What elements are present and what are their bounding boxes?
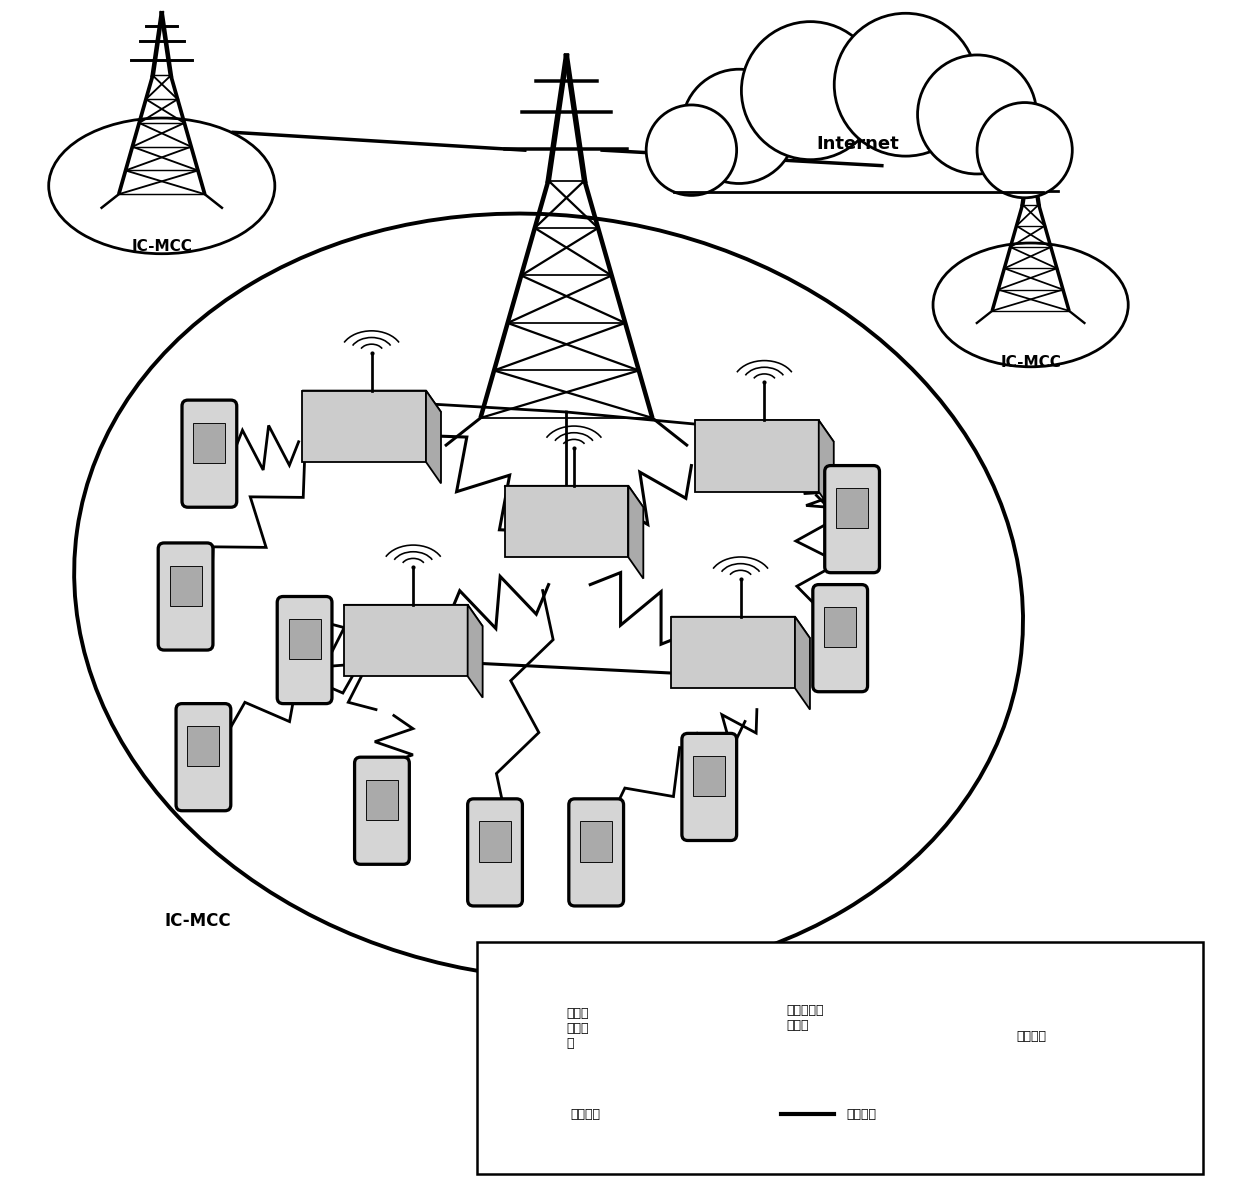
FancyBboxPatch shape: [366, 780, 398, 820]
Polygon shape: [671, 617, 810, 638]
Circle shape: [682, 69, 796, 184]
Polygon shape: [343, 605, 467, 676]
FancyBboxPatch shape: [580, 822, 613, 861]
FancyBboxPatch shape: [170, 565, 202, 606]
FancyBboxPatch shape: [193, 422, 226, 463]
FancyBboxPatch shape: [176, 704, 231, 811]
Polygon shape: [818, 420, 833, 513]
Text: 移动用户: 移动用户: [1017, 1031, 1047, 1044]
FancyBboxPatch shape: [682, 734, 737, 841]
Circle shape: [742, 21, 879, 160]
Text: IC-MCC: IC-MCC: [164, 911, 231, 929]
Polygon shape: [785, 994, 796, 1064]
FancyBboxPatch shape: [477, 941, 1203, 1174]
Polygon shape: [629, 486, 644, 579]
FancyBboxPatch shape: [825, 607, 857, 648]
Polygon shape: [505, 486, 644, 507]
FancyBboxPatch shape: [812, 585, 868, 692]
FancyBboxPatch shape: [479, 822, 511, 861]
FancyBboxPatch shape: [976, 1018, 1002, 1050]
Polygon shape: [303, 390, 427, 462]
Circle shape: [835, 13, 977, 156]
FancyBboxPatch shape: [159, 543, 213, 650]
FancyBboxPatch shape: [966, 999, 1012, 1087]
FancyBboxPatch shape: [187, 727, 219, 766]
Text: Internet: Internet: [817, 135, 899, 153]
FancyBboxPatch shape: [836, 488, 868, 528]
Polygon shape: [303, 390, 441, 412]
FancyBboxPatch shape: [278, 596, 332, 704]
Circle shape: [977, 103, 1073, 198]
FancyBboxPatch shape: [289, 619, 321, 660]
Polygon shape: [694, 420, 833, 441]
Text: IC-MCC: IC-MCC: [1001, 354, 1061, 370]
Text: 认知无线电
路由器: 认知无线电 路由器: [786, 1003, 825, 1032]
Polygon shape: [795, 617, 810, 710]
Polygon shape: [693, 994, 796, 1010]
Text: 无线链路: 无线链路: [570, 1108, 600, 1120]
Polygon shape: [671, 617, 795, 688]
Circle shape: [646, 105, 737, 196]
Polygon shape: [427, 390, 441, 483]
FancyBboxPatch shape: [825, 465, 879, 573]
FancyBboxPatch shape: [467, 799, 522, 905]
FancyBboxPatch shape: [182, 400, 237, 507]
Text: 有线链路: 有线链路: [846, 1108, 877, 1120]
Polygon shape: [467, 605, 482, 698]
Polygon shape: [505, 486, 629, 557]
Polygon shape: [693, 994, 785, 1047]
Polygon shape: [343, 605, 482, 626]
FancyBboxPatch shape: [569, 799, 624, 905]
Circle shape: [918, 55, 1037, 174]
FancyBboxPatch shape: [673, 120, 1043, 192]
Text: 二级服
务供应
商: 二级服 务供应 商: [567, 1007, 589, 1050]
Text: IC-MCC: IC-MCC: [131, 240, 192, 254]
Polygon shape: [694, 420, 818, 492]
FancyBboxPatch shape: [355, 758, 409, 864]
FancyBboxPatch shape: [693, 756, 725, 796]
